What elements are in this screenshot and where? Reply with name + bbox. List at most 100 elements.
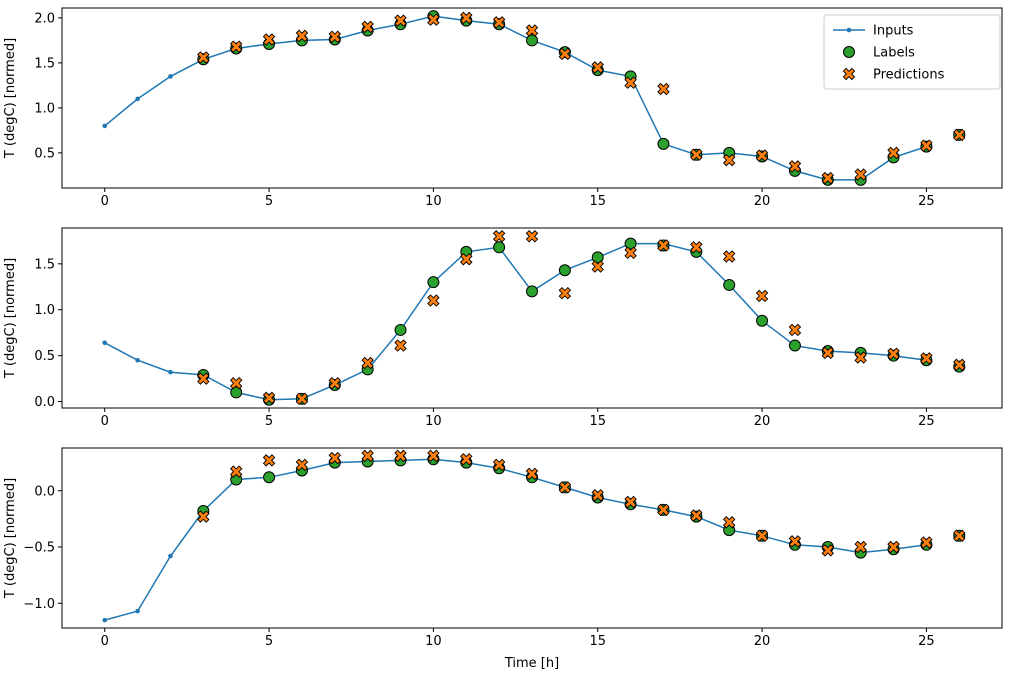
predictions-marker xyxy=(591,489,604,502)
y-tick-label: 0.5 xyxy=(34,146,55,161)
x-tick-label: 20 xyxy=(754,634,771,649)
predictions-marker xyxy=(492,230,506,243)
predictions-marker xyxy=(821,544,835,557)
predictions-marker xyxy=(788,535,802,548)
predictions-marker xyxy=(262,391,276,405)
predictions-marker xyxy=(854,540,867,554)
y-tick-label: −0.5 xyxy=(23,541,55,556)
series-predictions xyxy=(197,449,966,557)
y-tick-label: 1.0 xyxy=(34,303,55,318)
legend-box xyxy=(823,14,1001,90)
x-tick-label: 20 xyxy=(754,194,771,209)
predictions-marker xyxy=(328,30,342,44)
labels-marker xyxy=(788,339,801,352)
x-tick-label: 15 xyxy=(589,414,606,429)
y-axis-label: T (degC) [normed] xyxy=(3,258,18,379)
predictions-marker xyxy=(492,16,506,29)
predictions-marker xyxy=(887,540,900,554)
x-tick-label: 10 xyxy=(425,194,442,209)
predictions-marker xyxy=(525,24,539,37)
predictions-marker xyxy=(394,339,407,352)
predictions-marker xyxy=(295,29,309,43)
y-tick-label: 0.0 xyxy=(34,484,55,499)
predictions-marker xyxy=(558,286,572,300)
predictions-marker xyxy=(953,529,966,542)
y-tick-label: 1.5 xyxy=(34,257,55,272)
predictions-marker xyxy=(558,47,572,61)
x-tick-label: 10 xyxy=(425,414,442,429)
predictions-marker xyxy=(558,481,572,494)
x-tick-label: 25 xyxy=(918,194,935,209)
x-tick-label: 10 xyxy=(425,634,442,649)
predictions-marker xyxy=(690,148,703,161)
predictions-marker xyxy=(722,153,736,167)
predictions-marker xyxy=(591,260,604,273)
y-tick-label: 0.0 xyxy=(34,395,55,410)
x-tick-label: 20 xyxy=(754,414,771,429)
predictions-marker xyxy=(624,495,637,509)
x-tick-label: 15 xyxy=(589,634,606,649)
predictions-marker xyxy=(427,13,440,26)
inputs-marker xyxy=(135,357,140,363)
predictions-marker xyxy=(262,454,276,467)
predictions-marker xyxy=(229,40,243,53)
inputs-marker xyxy=(102,617,108,623)
predictions-marker xyxy=(361,20,374,34)
predictions-marker xyxy=(460,253,473,266)
predictions-marker xyxy=(328,376,342,390)
predictions-marker xyxy=(690,509,703,522)
predictions-marker xyxy=(788,323,802,337)
predictions-marker xyxy=(197,510,210,523)
labels-marker xyxy=(756,314,769,327)
legend: Inputs Labels Predictions xyxy=(823,14,1001,90)
inputs-marker xyxy=(102,123,108,129)
predictions-marker xyxy=(788,160,802,173)
predictions-marker xyxy=(854,168,867,181)
predictions-marker xyxy=(755,529,769,542)
predictions-marker xyxy=(624,76,637,89)
x-tick-label: 0 xyxy=(101,634,109,649)
predictions-marker xyxy=(755,149,769,162)
predictions-marker xyxy=(361,356,374,370)
predictions-marker xyxy=(755,289,769,303)
x-tick-label: 0 xyxy=(101,414,109,429)
predictions-marker xyxy=(229,465,243,478)
labels-marker xyxy=(526,285,538,298)
labels-marker xyxy=(263,471,276,484)
labels-marker xyxy=(230,386,243,399)
inputs-marker xyxy=(168,74,173,79)
x-tick-label: 5 xyxy=(265,634,273,649)
predictions-marker xyxy=(197,51,210,64)
predictions-marker xyxy=(821,171,835,185)
predictions-marker xyxy=(887,146,900,160)
series-predictions xyxy=(197,11,966,185)
predictions-marker xyxy=(624,246,637,260)
predictions-marker xyxy=(887,347,900,361)
predictions-marker xyxy=(394,449,407,463)
y-tick-label: 1.5 xyxy=(34,56,55,71)
legend-labels-marker xyxy=(843,46,855,58)
y-axis-label: T (degC) [normed] xyxy=(3,38,18,159)
labels-marker xyxy=(723,278,736,291)
predictions-marker xyxy=(722,250,736,263)
predictions-marker xyxy=(295,392,309,406)
y-tick-label: −1.0 xyxy=(23,597,55,612)
labels-marker xyxy=(591,251,604,264)
labels-marker xyxy=(624,237,637,250)
y-tick-label: 1.0 xyxy=(34,101,55,116)
predictions-marker xyxy=(657,503,670,517)
legend-predictions-marker xyxy=(842,67,856,81)
predictions-marker xyxy=(197,372,210,385)
y-tick-label: 2.0 xyxy=(34,11,55,26)
series-predictions xyxy=(197,230,966,406)
labels-marker xyxy=(493,241,506,254)
predictions-marker xyxy=(394,14,407,27)
predictions-marker xyxy=(460,11,473,25)
labels-marker xyxy=(657,137,670,150)
y-axis-label: T (degC) [normed] xyxy=(3,478,18,599)
x-axis-label: Time [h] xyxy=(504,656,559,671)
predictions-marker xyxy=(591,61,604,74)
y-tick-label: 0.5 xyxy=(34,349,55,364)
